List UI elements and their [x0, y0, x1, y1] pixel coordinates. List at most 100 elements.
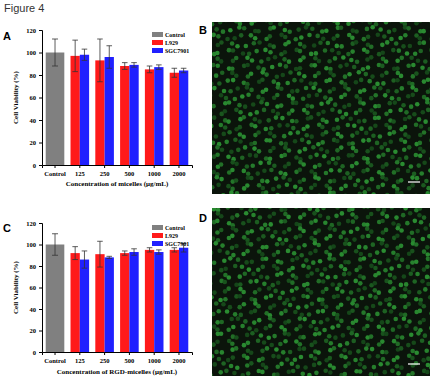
cell	[402, 274, 407, 279]
error-cap	[181, 252, 187, 253]
cell	[212, 86, 217, 91]
cell	[253, 141, 258, 146]
panel-label: A	[3, 30, 11, 42]
cell	[326, 215, 331, 220]
cell	[391, 48, 396, 53]
cell	[266, 335, 271, 340]
cell	[399, 178, 404, 183]
cell	[417, 213, 422, 218]
cell	[253, 117, 258, 122]
cell	[287, 59, 292, 64]
cell	[247, 326, 252, 331]
cell	[220, 147, 225, 152]
error-cap	[131, 67, 137, 68]
x-tick: 500	[125, 352, 135, 364]
cell	[371, 192, 376, 194]
cell	[403, 33, 408, 38]
cell	[335, 208, 340, 210]
error-cap	[122, 69, 128, 70]
cell	[399, 346, 404, 351]
cell	[341, 333, 346, 338]
cell	[422, 130, 427, 135]
cell	[316, 279, 321, 284]
cell	[298, 168, 303, 173]
cell	[399, 74, 404, 79]
cell	[226, 154, 231, 159]
cell	[406, 134, 411, 139]
cell	[385, 320, 390, 325]
cell	[349, 290, 354, 295]
cell	[380, 339, 385, 344]
cell	[281, 175, 286, 180]
cell	[324, 304, 329, 309]
cell	[253, 124, 258, 129]
cell	[315, 93, 320, 98]
cell	[362, 256, 367, 261]
tick-mark	[39, 75, 42, 76]
cell	[250, 260, 255, 265]
cell	[324, 119, 329, 124]
cell	[420, 279, 425, 284]
cell	[231, 78, 236, 83]
cell	[390, 155, 395, 160]
cell	[219, 228, 224, 233]
cell	[393, 317, 398, 322]
cell	[422, 249, 427, 254]
tick-mark	[39, 98, 42, 99]
cell	[301, 229, 306, 234]
cell	[214, 301, 219, 306]
cell	[361, 310, 366, 315]
cell	[350, 164, 355, 169]
error-cap	[156, 249, 162, 250]
cell	[260, 349, 265, 354]
y-axis-title: Cell Viability (%)	[12, 70, 20, 124]
cell	[264, 295, 269, 300]
cell	[238, 294, 243, 299]
cell	[394, 215, 399, 220]
cell	[429, 365, 430, 370]
tick-label: 500	[125, 170, 135, 177]
cell	[410, 183, 415, 188]
cell	[264, 22, 269, 23]
cell	[294, 119, 299, 124]
cell	[287, 369, 292, 374]
cell	[212, 104, 216, 109]
cell	[386, 258, 391, 263]
cell	[357, 192, 362, 194]
tick-label: 1000	[148, 357, 161, 364]
cell	[220, 350, 225, 355]
cell	[290, 89, 295, 94]
cell	[212, 208, 216, 211]
cell	[249, 242, 254, 247]
cell	[215, 145, 220, 150]
cell	[297, 347, 302, 352]
cell	[332, 295, 337, 300]
tick-mark	[39, 223, 42, 224]
bar	[179, 248, 188, 352]
cell	[278, 22, 283, 26]
legend-swatch	[152, 40, 163, 45]
cell	[425, 245, 430, 250]
cell	[291, 126, 296, 131]
error-cap	[52, 255, 58, 256]
cell	[384, 243, 389, 248]
error-bar	[97, 241, 103, 267]
cell	[301, 96, 306, 101]
cell	[339, 26, 344, 31]
cell	[227, 48, 232, 53]
cell	[365, 324, 370, 329]
cell	[385, 193, 390, 194]
cell	[212, 140, 215, 145]
cell	[380, 219, 385, 224]
cell	[246, 171, 251, 176]
cell	[350, 153, 355, 158]
cell	[319, 147, 324, 152]
cell	[413, 51, 418, 56]
cell	[397, 97, 402, 102]
cell	[276, 250, 281, 255]
cell	[409, 271, 414, 276]
cell	[304, 25, 309, 30]
cell	[351, 172, 356, 177]
cell	[361, 67, 366, 72]
cell	[277, 184, 282, 189]
